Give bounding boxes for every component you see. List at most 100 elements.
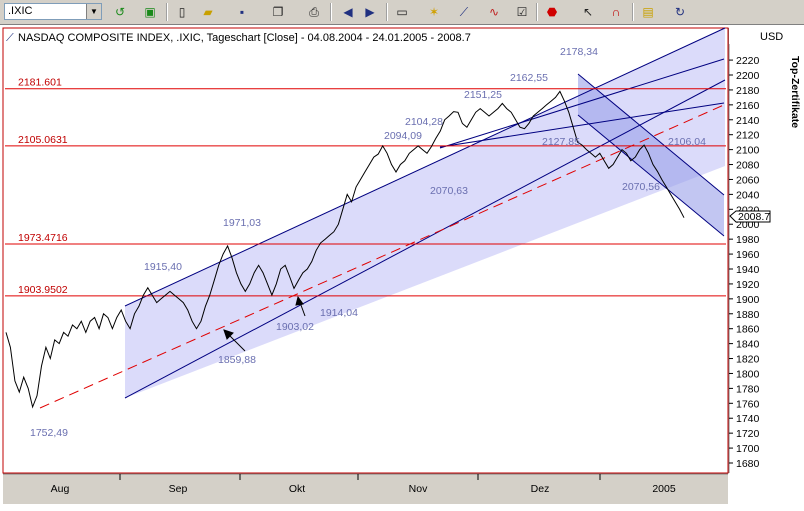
last-value-label: 2008.7 [738,211,770,223]
value-label: 1915,40 [144,261,182,273]
value-label: 2104,28 [405,116,443,128]
toolbar-separator [166,3,168,21]
y-tick-label: 2080 [736,160,760,172]
x-tick-label: Okt [289,483,305,495]
y-tick-label: 2120 [736,130,760,142]
y-tick-label: 2180 [736,85,760,97]
y-tick-label: 2040 [736,189,760,201]
value-label: 2094,09 [384,130,422,142]
level-label: 1973.4716 [18,232,68,244]
y-tick-label: 1800 [736,368,760,380]
value-label: 2178,34 [560,46,598,58]
properties-icon[interactable]: ☑ [516,5,528,19]
wedge-upper [439,58,725,149]
y-tick-label: 1980 [736,234,760,246]
x-axis-strip [3,474,728,504]
toolbar-separator [330,3,332,21]
level-label: 2105.0631 [18,134,68,146]
side-tab-top-zertifikate[interactable]: Top-Zertifikate [786,52,804,232]
y-tick-label: 1880 [736,309,760,321]
price-series-line [5,90,685,409]
undo-icon[interactable]: ↻ [674,5,686,19]
value-label: 2106,04 [668,136,706,148]
channel-upper [124,27,726,307]
chart-header: NASDAQ COMPOSITE INDEX, .IXIC, Tageschar… [18,32,471,44]
refresh-arrow-icon[interactable]: ↺ [114,5,126,19]
x-tick-label: Aug [51,483,70,495]
chart-trend-icon[interactable]: ⟋ [459,4,469,19]
value-label: 1903,02 [276,321,314,333]
channel-fill-down [578,74,724,236]
toolbar-separator [632,3,634,21]
chart-header-icon: ⟋ [6,32,14,44]
y-tick-label: 1760 [736,398,760,410]
plot-frame [2,27,729,474]
y-tick-label: 1960 [736,249,760,261]
trend-line-dashed [39,103,727,409]
open-folder-icon[interactable]: ▰ [203,5,213,19]
channel-lower [124,79,726,399]
y-tick-label: 2200 [736,70,760,82]
value-label: 2070,63 [430,185,468,197]
symbol-input[interactable]: .IXIC ▼ [4,3,102,20]
y-tick-label: 1740 [736,413,760,425]
wedge-lower [439,102,725,148]
arrow-left-icon[interactable]: ◀ [343,5,353,19]
y-tick-label: 1840 [736,339,760,351]
value-label: 2127,85 [542,136,580,148]
y-tick-label: 2160 [736,100,760,112]
y-tick-label: 1700 [736,443,760,455]
save-icon[interactable]: ▪ [239,5,245,19]
down-channel-lower [577,114,725,237]
toolbar: .IXIC ▼ ↺ ▣ ▯ ▰ ▪ ❐ ⎙ ◀ ▶ ▭ ✶ ⟋ ∿ ☑ ⬣ ↖ … [0,0,804,25]
print-icon[interactable]: ⎙ [309,4,319,19]
y-tick-label: 1820 [736,354,760,366]
copy-icon[interactable]: ❐ [272,5,284,19]
window-icon[interactable]: ▭ [396,5,408,19]
cursor-icon[interactable]: ↖ [582,5,594,19]
y-tick-label: 1900 [736,294,760,306]
y-tick-label: 1920 [736,279,760,291]
toolbar-separator [536,3,538,21]
y-tick-label: 1860 [736,324,760,336]
notes-icon[interactable]: ▤ [642,5,654,19]
x-tick-label: Sep [169,483,188,495]
toolbar-separator [386,3,388,21]
currency-box [729,28,785,44]
value-label: 1752,49 [30,427,68,439]
stop-icon[interactable]: ⬣ [546,5,558,19]
value-label: 1971,03 [223,217,261,229]
price-chart[interactable]: Aug Sep Okt Nov Dez 2005 1680 1700 1720 1740 1760… [0,26,804,506]
currency-label: USD [760,31,783,43]
annotation-arrow [295,295,306,317]
refresh-page-icon[interactable]: ▣ [144,5,156,19]
magnet-icon[interactable]: ∩ [611,5,621,19]
y-tick-label: 1720 [736,428,760,440]
y-tick-label: 1780 [736,383,760,395]
last-value-marker [729,210,771,223]
value-label: 2070,56 [622,181,660,193]
level-label: 2181.601 [18,77,62,89]
side-tab-label: Top-Zertifikate [789,56,801,128]
value-label: 1859,88 [218,354,256,366]
value-label: 2162,55 [510,72,548,84]
x-tick-label: 2005 [652,483,676,495]
chart-line-icon[interactable]: ∿ [488,5,500,19]
sparkle-icon[interactable]: ✶ [428,5,440,19]
y-tick-label: 2060 [736,174,760,186]
x-tick-label: Dez [531,483,550,495]
y-tick-label: 2100 [736,145,760,157]
chart-window: Aug Sep Okt Nov Dez 2005 1680 1700 1720 1740 1760… [0,26,804,506]
value-label: 1914,04 [320,307,358,319]
channel-fill-up [125,28,725,398]
arrow-right-icon[interactable]: ▶ [365,5,375,19]
new-document-icon[interactable]: ▯ [178,5,186,19]
y-tick-label: 1940 [736,264,760,276]
x-tick-label: Nov [409,483,428,495]
chevron-down-icon[interactable]: ▼ [86,4,101,19]
symbol-value: .IXIC [8,5,33,17]
down-channel-upper [577,73,725,196]
level-label: 1903.9502 [18,284,68,296]
y-tick-label: 1680 [736,458,760,470]
annotation-arrow [223,329,246,352]
